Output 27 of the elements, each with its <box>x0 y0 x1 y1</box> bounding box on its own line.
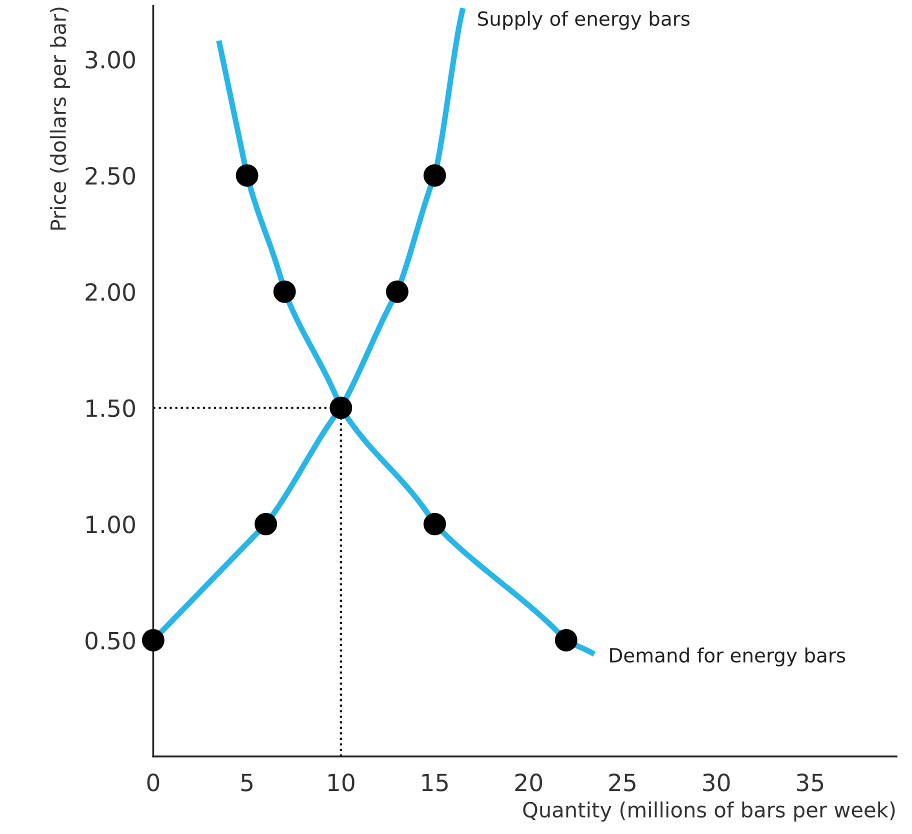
point <box>236 164 258 187</box>
x-axis-title: Quantity (millions of bars per week) <box>523 802 895 822</box>
x-tick-label: 35 <box>796 774 824 792</box>
point <box>424 512 446 536</box>
point <box>424 164 446 187</box>
x-tick-label: 15 <box>422 774 448 792</box>
x-tick-label: 30 <box>703 774 730 792</box>
x-tick-label: 5 <box>241 774 253 792</box>
x-tick-label: 10 <box>328 774 354 792</box>
point <box>273 280 296 303</box>
series-label: Supply of energy bars <box>478 10 690 30</box>
point <box>330 396 352 420</box>
y-tick-label: 1.00 <box>86 516 135 534</box>
x-tick-label: 0 <box>147 774 160 792</box>
y-axis-title: Price (dollars per bar) <box>50 8 70 230</box>
y-tick-label: 3.00 <box>86 50 135 69</box>
point <box>142 629 164 652</box>
x-tick-label: 25 <box>609 774 636 792</box>
x-tick-label: 20 <box>515 774 542 792</box>
point <box>554 629 578 652</box>
point <box>254 512 278 536</box>
y-tick-label: 2.50 <box>86 166 135 185</box>
y-tick-label: 0.50 <box>86 632 135 650</box>
y-tick-label: 1.50 <box>86 399 135 418</box>
y-tick-label: 2.00 <box>86 283 135 301</box>
point <box>386 280 408 303</box>
series-label: Demand for energy bars <box>610 648 846 666</box>
